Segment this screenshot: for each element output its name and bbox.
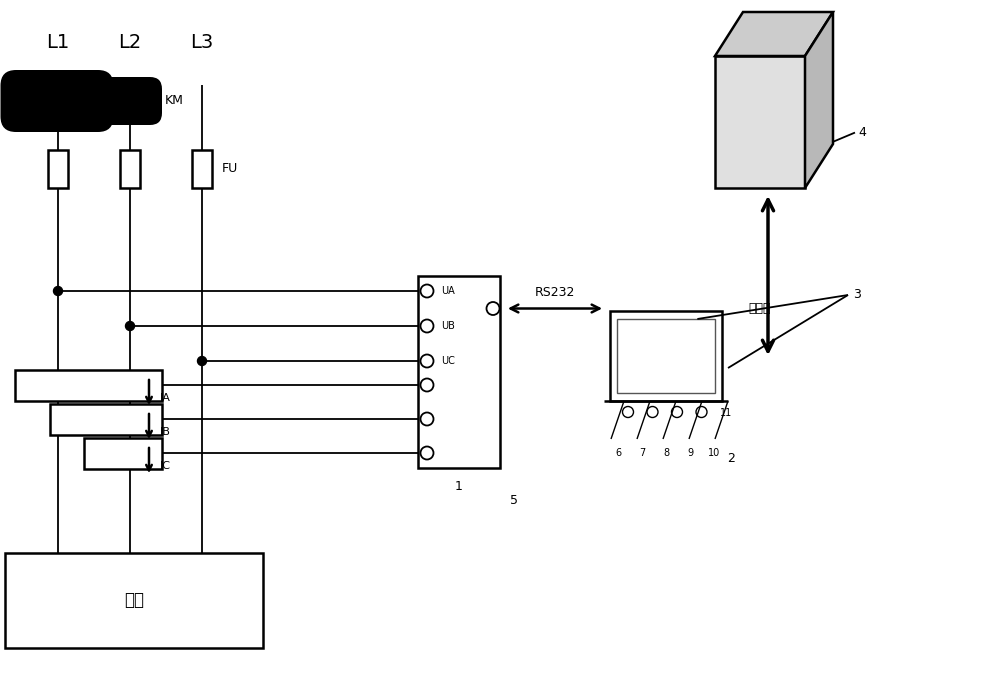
Text: KM: KM bbox=[165, 94, 184, 108]
Text: IB: IB bbox=[160, 427, 171, 437]
Text: UB: UB bbox=[441, 321, 455, 331]
Text: L3: L3 bbox=[190, 34, 214, 52]
Text: 局域网: 局域网 bbox=[749, 302, 771, 314]
Polygon shape bbox=[715, 56, 805, 188]
Text: 9: 9 bbox=[687, 448, 693, 458]
Circle shape bbox=[53, 287, 63, 295]
FancyBboxPatch shape bbox=[1, 70, 113, 132]
Bar bbox=[192, 150, 212, 188]
Text: IC: IC bbox=[160, 461, 171, 471]
Text: 11: 11 bbox=[720, 408, 732, 418]
Bar bbox=[120, 150, 140, 188]
Bar bbox=[610, 311, 722, 401]
Polygon shape bbox=[805, 12, 833, 188]
Text: IA: IA bbox=[160, 393, 171, 403]
Text: UC: UC bbox=[441, 356, 455, 366]
Text: 机床: 机床 bbox=[124, 592, 144, 610]
Text: 5: 5 bbox=[510, 493, 518, 507]
Text: UA: UA bbox=[441, 286, 455, 296]
Bar bbox=[84, 437, 162, 468]
Bar bbox=[5, 553, 263, 648]
Bar bbox=[48, 150, 68, 188]
Text: 1: 1 bbox=[455, 479, 463, 493]
Text: L2: L2 bbox=[118, 34, 142, 52]
Text: 2: 2 bbox=[727, 452, 735, 464]
Text: RS232: RS232 bbox=[535, 286, 575, 299]
Text: 3: 3 bbox=[853, 289, 861, 302]
Text: L1: L1 bbox=[46, 34, 70, 52]
Text: FU: FU bbox=[222, 162, 238, 176]
Text: 7: 7 bbox=[639, 448, 645, 458]
Circle shape bbox=[126, 322, 134, 330]
Text: 4: 4 bbox=[858, 126, 866, 139]
Polygon shape bbox=[715, 12, 833, 56]
FancyBboxPatch shape bbox=[98, 77, 162, 125]
Text: 8: 8 bbox=[663, 448, 669, 458]
Text: 6: 6 bbox=[615, 448, 621, 458]
Circle shape bbox=[198, 357, 207, 365]
Text: 10: 10 bbox=[708, 448, 720, 458]
Bar bbox=[15, 369, 162, 400]
Bar bbox=[418, 276, 500, 468]
Bar bbox=[50, 404, 162, 435]
Bar bbox=[617, 319, 715, 393]
